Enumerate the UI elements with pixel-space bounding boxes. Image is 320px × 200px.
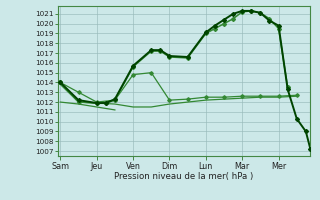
X-axis label: Pression niveau de la mer( hPa ): Pression niveau de la mer( hPa ) bbox=[114, 172, 254, 181]
